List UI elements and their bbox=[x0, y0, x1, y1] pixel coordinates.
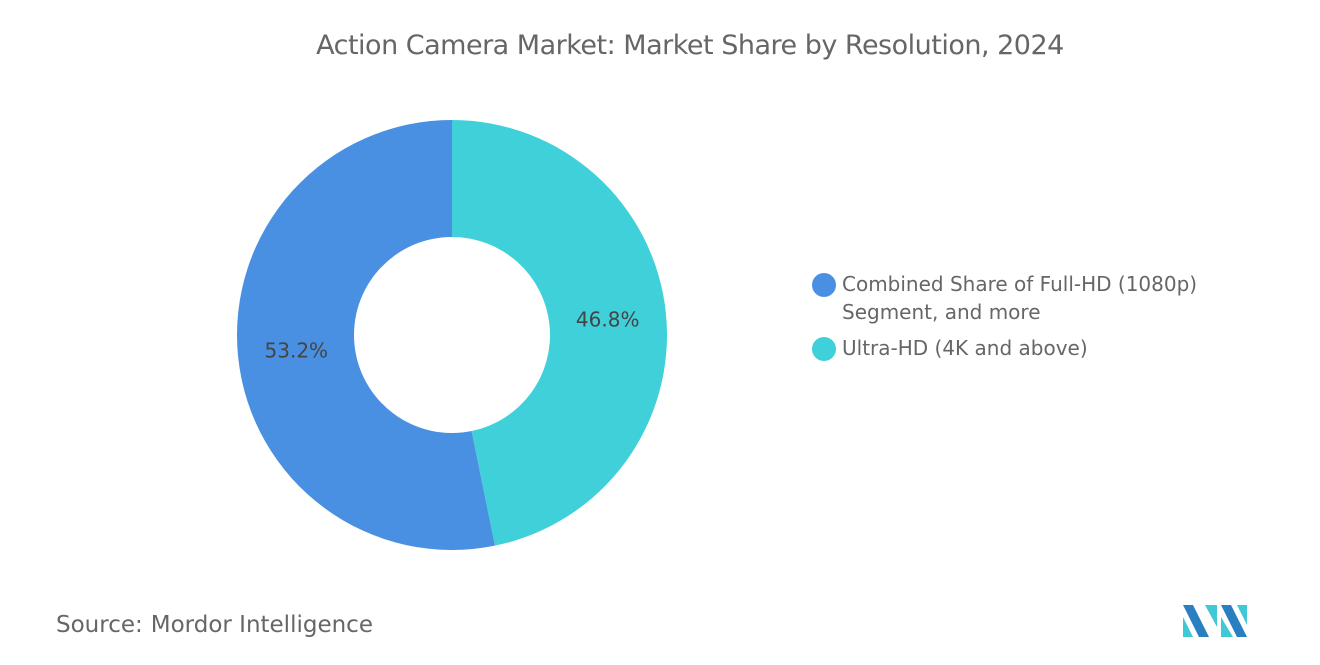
legend: Combined Share of Full-HD (1080p) Segmen… bbox=[812, 270, 1212, 370]
legend-item-ultra-hd[interactable]: Ultra-HD (4K and above) bbox=[812, 334, 1212, 362]
data-label-1: 53.2% bbox=[265, 339, 329, 363]
legend-label: Ultra-HD (4K and above) bbox=[842, 336, 1088, 360]
chart-title: Action Camera Market: Market Share by Re… bbox=[316, 30, 1064, 61]
source-label: Source: bbox=[56, 612, 143, 638]
legend-label: Combined Share of Full-HD (1080p) Segmen… bbox=[842, 272, 1198, 324]
data-label-0: 46.8% bbox=[576, 307, 640, 331]
source-value: Mordor Intelligence bbox=[150, 612, 373, 638]
legend-swatch-icon bbox=[812, 337, 836, 361]
legend-item-full-hd[interactable]: Combined Share of Full-HD (1080p) Segmen… bbox=[812, 270, 1212, 326]
mordor-intelligence-logo-icon bbox=[1183, 605, 1247, 637]
legend-swatch-icon bbox=[812, 273, 836, 297]
donut-slice-1[interactable] bbox=[236, 120, 495, 550]
donut-slice-0[interactable] bbox=[452, 120, 667, 546]
source-note: Source: Mordor Intelligence bbox=[56, 612, 373, 638]
